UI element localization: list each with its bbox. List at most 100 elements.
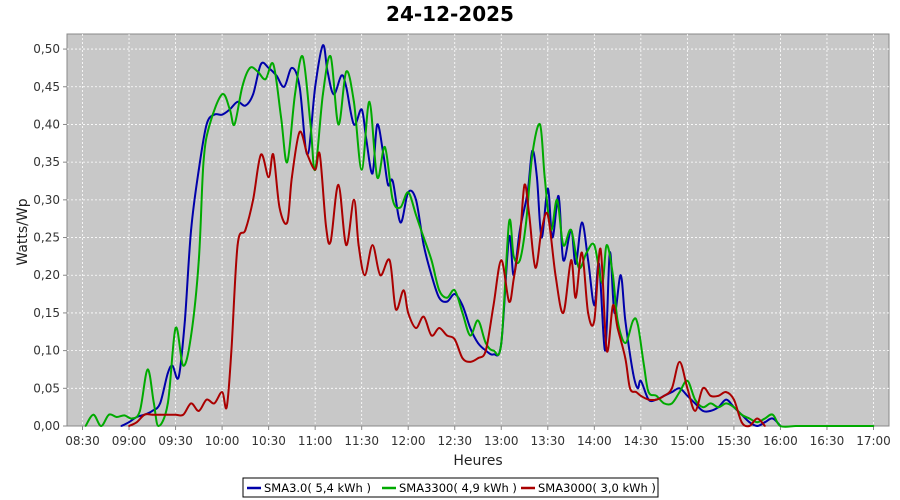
data-point <box>508 300 510 303</box>
data-point <box>872 425 875 427</box>
legend-label: SMA3.0( 5,4 kWh ) <box>264 481 371 495</box>
x-tick-label: 10:30 <box>251 434 286 448</box>
x-tick-label: 11:00 <box>298 434 333 448</box>
data-point <box>492 304 495 307</box>
data-point <box>278 206 281 209</box>
data-point <box>252 93 255 96</box>
data-point <box>337 183 340 186</box>
data-point <box>519 259 521 262</box>
data-point <box>756 417 759 420</box>
data-point <box>184 319 186 322</box>
data-point <box>430 274 433 277</box>
data-point <box>702 410 704 412</box>
data-point <box>531 153 534 156</box>
data-point <box>402 289 405 292</box>
data-point <box>810 425 813 427</box>
data-point <box>508 221 510 224</box>
y-axis-ticks: 0,00 0,05 0,10 0,15 0,20 0,25 0,30 0,35 0,40 0,45… <box>33 42 67 433</box>
data-point <box>371 172 374 175</box>
data-point <box>407 191 410 194</box>
data-point <box>415 327 417 329</box>
data-point <box>146 368 149 371</box>
data-point <box>120 425 123 427</box>
data-point <box>492 353 495 356</box>
data-point <box>655 394 658 397</box>
data-point <box>190 334 193 337</box>
data-point <box>438 289 441 292</box>
data-point <box>562 312 565 314</box>
data-point <box>587 312 589 314</box>
data-point <box>764 421 766 424</box>
data-point <box>92 413 95 416</box>
data-point <box>322 44 324 47</box>
data-point <box>159 413 162 416</box>
data-point <box>639 379 642 382</box>
data-point <box>309 123 312 126</box>
data-point <box>139 410 141 412</box>
data-point <box>363 274 366 277</box>
data-point <box>244 229 247 231</box>
data-point <box>236 244 239 247</box>
data-point <box>197 259 200 262</box>
data-point <box>779 425 782 427</box>
data-point <box>249 67 251 69</box>
data-point <box>663 394 665 397</box>
data-point <box>500 342 503 344</box>
data-point <box>562 259 565 262</box>
data-point <box>540 229 543 231</box>
data-point <box>543 176 546 179</box>
data-point <box>314 85 317 88</box>
data-point <box>528 214 531 216</box>
data-point <box>671 402 673 405</box>
data-point <box>612 304 614 307</box>
x-tick-label: 15:30 <box>717 434 752 448</box>
data-point <box>177 376 180 378</box>
data-point <box>131 417 134 420</box>
data-point <box>208 123 211 126</box>
data-point <box>725 391 728 393</box>
data-point <box>539 123 541 126</box>
x-tick-label: 17:00 <box>856 434 891 448</box>
data-point <box>202 161 205 164</box>
data-point <box>512 255 515 258</box>
data-point <box>702 387 704 390</box>
chart-title: 24-12-2025 <box>386 2 514 26</box>
data-point <box>357 244 360 247</box>
data-point <box>267 176 270 179</box>
data-point <box>446 334 448 337</box>
data-point <box>221 391 224 393</box>
data-point <box>686 379 689 382</box>
data-point <box>678 391 681 393</box>
data-point <box>371 244 374 247</box>
data-point <box>407 312 410 314</box>
data-point <box>306 153 309 156</box>
data-point <box>221 93 224 96</box>
data-point <box>733 406 735 409</box>
data-point <box>663 402 665 405</box>
data-point <box>283 85 285 88</box>
data-point <box>599 247 602 250</box>
data-point <box>585 251 588 254</box>
data-point <box>430 334 433 337</box>
data-point <box>387 183 389 186</box>
data-point <box>694 398 696 401</box>
x-tick-label: 12:30 <box>437 434 472 448</box>
data-point <box>461 312 464 314</box>
y-axis-label: Watts/Wp <box>15 198 31 265</box>
data-point <box>166 413 169 416</box>
data-point <box>205 398 208 401</box>
data-point <box>298 131 301 133</box>
x-tick-label: 08:30 <box>65 434 100 448</box>
data-point <box>325 225 327 228</box>
data-point <box>492 349 495 352</box>
data-point <box>128 425 130 427</box>
data-point <box>391 198 394 201</box>
x-tick-label: 13:00 <box>484 434 519 448</box>
data-point <box>686 394 689 397</box>
data-point <box>446 300 448 303</box>
data-point <box>556 198 558 201</box>
data-point <box>725 402 728 405</box>
data-point <box>717 406 720 409</box>
data-point <box>671 391 673 393</box>
